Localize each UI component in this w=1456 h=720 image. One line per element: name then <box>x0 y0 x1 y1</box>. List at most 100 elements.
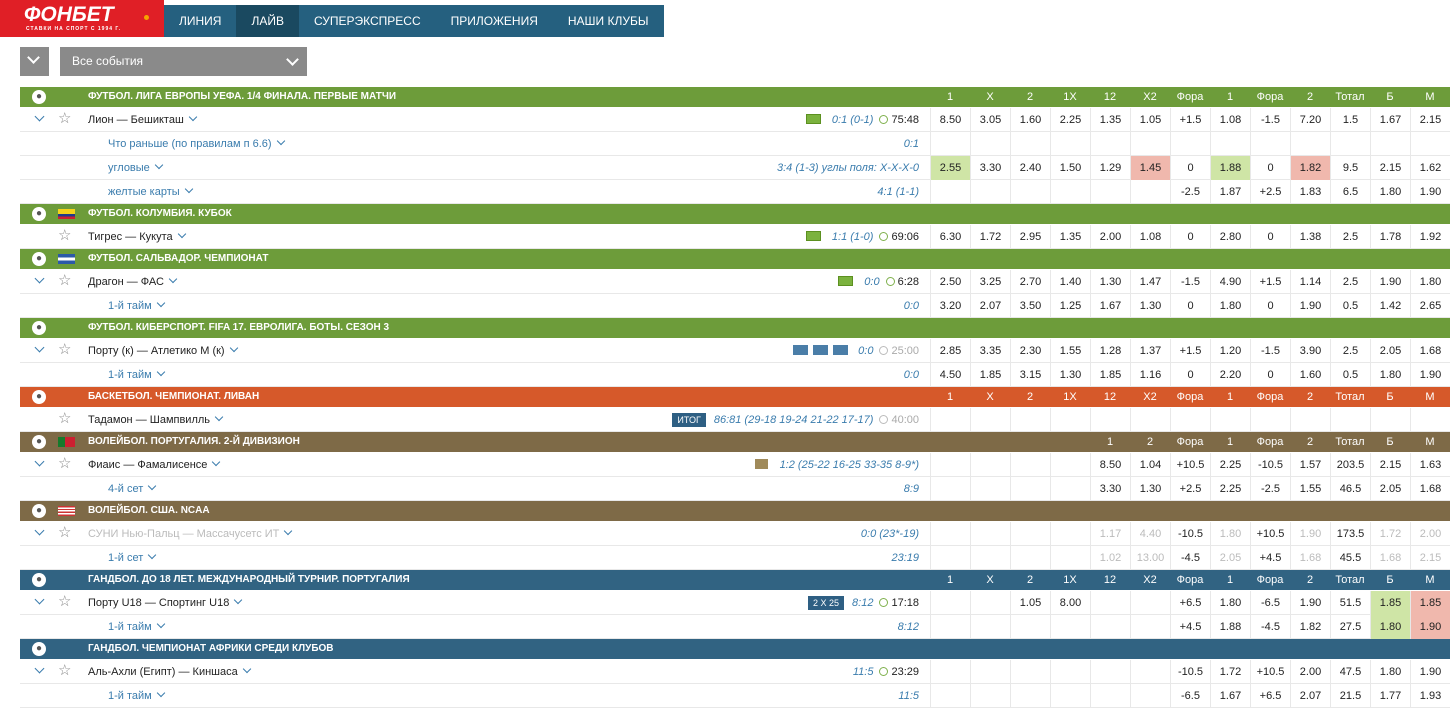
odds-cell[interactable]: 3.05 <box>970 108 1010 132</box>
event-name[interactable]: Тигрес — Кукута <box>88 225 186 249</box>
odds-cell[interactable]: 1.60 <box>1290 363 1330 387</box>
odds-cell[interactable]: 1.29 <box>1090 156 1130 180</box>
odds-cell[interactable]: -1.5 <box>1250 339 1290 363</box>
odds-cell[interactable]: 1.85 <box>1090 363 1130 387</box>
odds-cell[interactable]: 1.80 <box>1370 180 1410 204</box>
odds-cell[interactable]: 1.72 <box>1370 522 1410 546</box>
event-name[interactable]: Порту (к) — Атлетико М (к) <box>88 339 238 363</box>
favorite-star-icon[interactable]: ☆ <box>58 110 72 127</box>
sub-market-name[interactable]: 4-й сет <box>108 477 157 501</box>
odds-cell[interactable]: 4.90 <box>1210 270 1250 294</box>
odds-cell[interactable]: 2.30 <box>1010 339 1050 363</box>
odds-cell[interactable]: 1.80 <box>1210 522 1250 546</box>
favorite-star-icon[interactable]: ☆ <box>58 410 72 427</box>
odds-cell[interactable]: +1.5 <box>1170 339 1210 363</box>
odds-cell[interactable]: 4.40 <box>1130 522 1170 546</box>
odds-cell[interactable]: 1.80 <box>1370 660 1410 684</box>
event-name[interactable]: Лион — Бешикташ <box>88 108 198 132</box>
odds-cell[interactable]: 2.80 <box>1210 225 1250 249</box>
chevron-down-icon[interactable] <box>148 481 157 491</box>
odds-cell[interactable]: 0.5 <box>1330 363 1370 387</box>
odds-cell[interactable]: 3.35 <box>970 339 1010 363</box>
odds-cell[interactable]: +4.5 <box>1250 546 1290 570</box>
odds-cell[interactable]: 1.78 <box>1370 225 1410 249</box>
odds-cell[interactable]: 2.07 <box>1290 684 1330 708</box>
fonbet-logo[interactable]: ФОНБЕТ СТАВКИ НА СПОРТ С 1994 Г. <box>0 0 164 37</box>
odds-cell[interactable]: 0 <box>1250 225 1290 249</box>
odds-cell[interactable]: 21.5 <box>1330 684 1370 708</box>
chevron-down-icon[interactable] <box>156 688 165 698</box>
odds-cell[interactable]: 1.87 <box>1210 180 1250 204</box>
odds-cell[interactable]: 1.35 <box>1090 108 1130 132</box>
odds-cell[interactable]: 1.02 <box>1090 546 1130 570</box>
odds-cell[interactable]: +6.5 <box>1170 591 1210 615</box>
sub-market-name[interactable]: 1-й тайм <box>108 363 165 387</box>
odds-cell[interactable]: 1.63 <box>1410 453 1450 477</box>
odds-cell[interactable]: 1.67 <box>1370 108 1410 132</box>
odds-cell[interactable]: 1.80 <box>1210 294 1250 318</box>
odds-cell[interactable]: 1.90 <box>1290 591 1330 615</box>
odds-cell[interactable]: 1.90 <box>1290 294 1330 318</box>
chevron-down-icon[interactable] <box>242 664 251 674</box>
odds-cell[interactable]: 1.08 <box>1210 108 1250 132</box>
odds-cell[interactable]: 27.5 <box>1330 615 1370 639</box>
odds-cell[interactable]: -6.5 <box>1170 684 1210 708</box>
odds-cell[interactable]: 3.20 <box>930 294 970 318</box>
event-name[interactable]: Порту U18 — Спортинг U18 <box>88 591 243 615</box>
odds-cell[interactable]: 2.00 <box>1090 225 1130 249</box>
odds-cell[interactable]: -10.5 <box>1250 453 1290 477</box>
odds-cell[interactable]: 1.68 <box>1410 339 1450 363</box>
odds-cell[interactable]: 1.30 <box>1130 294 1170 318</box>
odds-cell[interactable]: +2.5 <box>1170 477 1210 501</box>
sub-market-name[interactable]: Что раньше (по правилам п 6.6) <box>108 132 285 156</box>
odds-cell[interactable]: -1.5 <box>1250 108 1290 132</box>
odds-cell[interactable]: 1.93 <box>1410 684 1450 708</box>
chevron-down-icon[interactable] <box>184 184 193 194</box>
odds-cell[interactable]: 0 <box>1170 294 1210 318</box>
odds-cell[interactable]: 2.5 <box>1330 339 1370 363</box>
odds-cell[interactable]: 2.55 <box>930 156 970 180</box>
odds-cell[interactable]: 1.68 <box>1290 546 1330 570</box>
odds-cell[interactable]: 8.00 <box>1050 591 1090 615</box>
odds-cell[interactable]: 1.35 <box>1050 225 1090 249</box>
event-name[interactable]: Фиаис — Фамалисенсе <box>88 453 221 477</box>
odds-cell[interactable]: 13.00 <box>1130 546 1170 570</box>
odds-cell[interactable]: 1.90 <box>1410 180 1450 204</box>
odds-cell[interactable]: 1.16 <box>1130 363 1170 387</box>
expand-toggle[interactable] <box>33 342 47 358</box>
odds-cell[interactable]: 46.5 <box>1330 477 1370 501</box>
event-name[interactable]: СУНИ Нью-Пальц — Массачусетс ИТ <box>88 522 293 546</box>
odds-cell[interactable]: 1.37 <box>1130 339 1170 363</box>
events-filter-select[interactable]: Все события <box>60 47 307 76</box>
odds-cell[interactable]: 1.80 <box>1370 615 1410 639</box>
sub-market-name[interactable]: 1-й тайм <box>108 615 165 639</box>
odds-cell[interactable]: 2.15 <box>1370 156 1410 180</box>
odds-cell[interactable]: 1.28 <box>1090 339 1130 363</box>
odds-cell[interactable]: 2.65 <box>1410 294 1450 318</box>
odds-cell[interactable]: 3.25 <box>970 270 1010 294</box>
odds-cell[interactable]: 1.83 <box>1290 180 1330 204</box>
odds-cell[interactable]: 2.5 <box>1330 270 1370 294</box>
chevron-down-icon[interactable] <box>156 367 165 377</box>
odds-cell[interactable]: 2.20 <box>1210 363 1250 387</box>
live-field-icon[interactable] <box>805 231 821 241</box>
sub-market-name[interactable]: 1-й тайм <box>108 684 165 708</box>
live-field-icon[interactable] <box>838 276 854 286</box>
odds-cell[interactable]: 1.55 <box>1290 477 1330 501</box>
odds-cell[interactable]: -4.5 <box>1170 546 1210 570</box>
odds-cell[interactable]: 173.5 <box>1330 522 1370 546</box>
favorite-star-icon[interactable]: ☆ <box>58 593 72 610</box>
odds-cell[interactable]: 3.50 <box>1010 294 1050 318</box>
odds-cell[interactable]: 1.68 <box>1410 477 1450 501</box>
nav-item-4[interactable]: НАШИ КЛУБЫ <box>567 14 649 28</box>
odds-cell[interactable]: 1.90 <box>1410 363 1450 387</box>
odds-cell[interactable]: 1.67 <box>1090 294 1130 318</box>
odds-cell[interactable]: 0.5 <box>1330 294 1370 318</box>
collapse-all-button[interactable] <box>20 47 49 76</box>
nav-item-2[interactable]: СУПЕРЭКСПРЕСС <box>313 14 421 28</box>
odds-cell[interactable]: 1.85 <box>1410 591 1450 615</box>
sub-market-name[interactable]: 1-й сет <box>108 546 157 570</box>
odds-cell[interactable]: 1.04 <box>1130 453 1170 477</box>
odds-cell[interactable]: 3.15 <box>1010 363 1050 387</box>
odds-cell[interactable]: 2.05 <box>1210 546 1250 570</box>
